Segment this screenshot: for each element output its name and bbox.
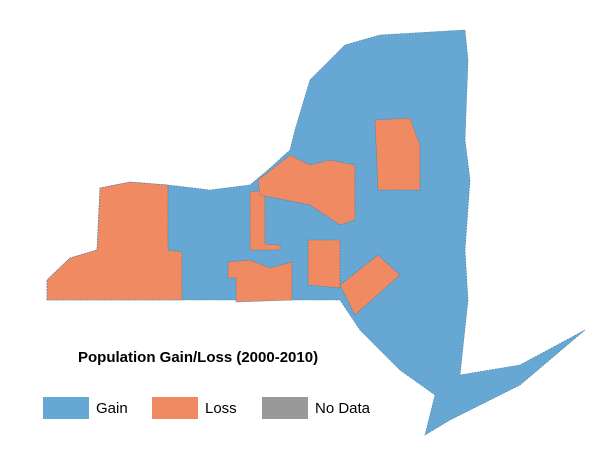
region-loss (227, 259, 293, 303)
legend-swatch (43, 397, 89, 419)
region-loss (339, 254, 401, 316)
region-loss (46, 181, 183, 301)
loss-regions (46, 117, 421, 316)
legend-label: Loss (205, 400, 237, 417)
legend-label: Gain (96, 400, 128, 417)
legend-label: No Data (315, 400, 371, 417)
legend: Gain Loss No Data (43, 397, 371, 419)
legend-swatch (262, 397, 308, 419)
map-title: Population Gain/Loss (2000-2010) (78, 349, 318, 366)
region-loss (257, 154, 356, 226)
region-loss (374, 117, 421, 191)
region-loss (307, 239, 341, 289)
state-gain (46, 29, 586, 436)
legend-swatch (152, 397, 198, 419)
